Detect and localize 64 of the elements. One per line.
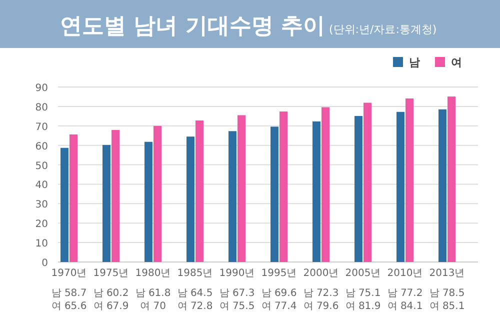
x-tick-label: 1990년 [219,268,255,279]
data-label: 여 79.6 [303,301,339,312]
data-label: 여 67.9 [93,301,129,312]
bar [448,96,456,262]
bar [154,126,162,262]
x-tick-label: 2000년 [303,268,339,279]
data-label: 여 65.6 [51,301,87,312]
x-tick-label: 1995년 [261,268,297,279]
legend-label: 남 [409,56,420,69]
data-label: 여 81.9 [345,301,381,312]
data-label: 여 85.1 [429,301,465,312]
data-label: 남 78.5 [429,288,465,299]
legend-label: 여 [451,56,462,69]
bar [322,107,330,262]
bar [60,148,68,262]
y-tick-label: 20 [35,219,48,230]
y-tick-label: 60 [35,141,48,152]
data-label: 남 69.6 [261,288,297,299]
bar [186,136,194,262]
y-tick-label: 40 [35,180,48,192]
bar [144,142,152,262]
bar [396,112,404,262]
y-tick-label: 80 [35,102,48,114]
y-tick-label: 10 [35,238,48,250]
data-label: 남 75.1 [345,288,381,299]
x-tick-label: 1970년 [51,268,87,279]
bar [364,102,372,262]
data-label: 여 77.4 [261,301,297,312]
bar [312,121,320,262]
y-tick-label: 0 [42,258,48,269]
bar [228,131,236,262]
chart-subtitle: (단위:년/자료:통계청) [328,23,437,36]
x-tick-label: 2005년 [345,268,381,279]
x-tick-label: 1975년 [93,268,129,279]
data-label: 남 61.8 [135,288,171,299]
bar [280,112,288,262]
x-tick-label: 2013년 [429,268,465,279]
data-label: 남 72.3 [303,288,339,299]
bar [112,130,120,262]
chart-title: 연도별 남녀 기대수명 추이 [60,14,325,39]
bar [406,98,414,262]
y-tick-label: 50 [35,160,48,172]
bar [438,109,446,262]
data-label: 남 60.2 [93,288,129,299]
x-tick-label: 1985년 [177,268,213,279]
data-label: 여 70 [140,301,166,312]
y-tick-label: 70 [35,122,48,133]
bar [354,116,362,262]
bar [196,120,204,262]
data-label: 남 58.7 [51,288,87,299]
bar [238,115,246,262]
data-label: 여 75.5 [219,301,255,312]
x-tick-label: 2010년 [387,268,423,279]
bar [70,134,78,262]
data-label: 여 72.8 [177,301,213,312]
y-tick-label: 30 [35,200,48,211]
bar [102,144,110,262]
data-label: 여 84.1 [387,301,423,312]
bar [270,126,278,262]
x-tick-label: 1980년 [135,268,171,279]
data-label: 남 64.5 [177,288,213,299]
data-label: 남 67.3 [219,288,255,299]
y-tick-label: 90 [35,83,48,94]
data-label: 남 77.2 [387,288,423,299]
